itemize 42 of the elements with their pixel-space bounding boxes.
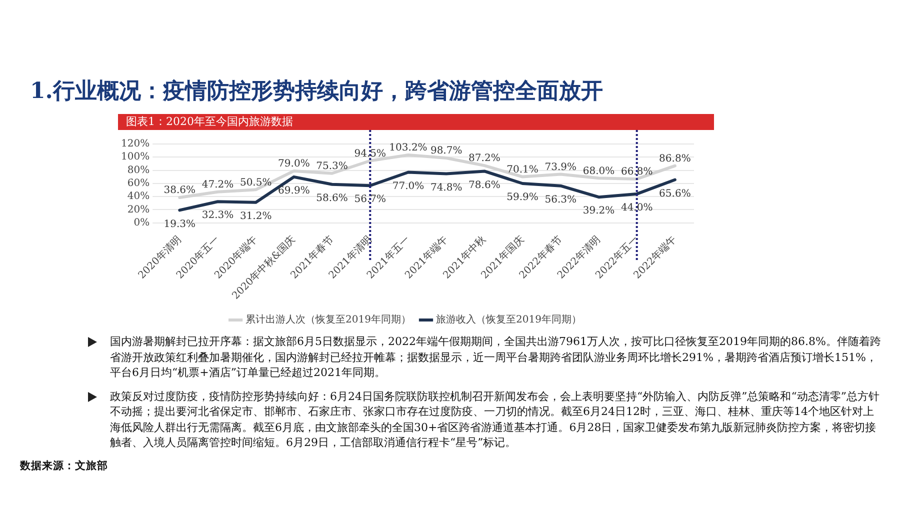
- data-label: 69.9%: [278, 186, 310, 197]
- y-tick-label: 20%: [127, 204, 150, 216]
- y-tick-label: 100%: [120, 152, 150, 163]
- data-label: 87.2%: [468, 153, 500, 164]
- data-label: 77.0%: [392, 180, 424, 192]
- data-label: 19.3%: [164, 218, 196, 230]
- data-label: 94.5%: [354, 148, 386, 160]
- data-label: 78.6%: [468, 180, 500, 191]
- chart-title: 1.行业概况：疫情防控形势持续向好，跨省游管控全面放开: [30, 77, 603, 106]
- data-label: 75.3%: [316, 160, 348, 172]
- data-label: 73.9%: [544, 162, 577, 173]
- y-tick-label: 0%: [134, 217, 150, 228]
- data-label: 58.6%: [316, 192, 348, 204]
- data-label: 44.0%: [620, 202, 653, 214]
- data-label: 65.6%: [659, 188, 691, 200]
- data-label: 56.3%: [544, 194, 577, 206]
- data-label: 86.8%: [659, 153, 691, 164]
- y-tick-label: 120%: [120, 138, 150, 150]
- data-label: 56.7%: [354, 194, 386, 206]
- text: 国内游暑期解封已拉开序幕：据文旅部6月5日数据显示，2022年端午假期期间，全国共出游7961万人次，按可比口径恢复至2019年同期的86.8%。伴随着跨省游开放政策红利叠加暑期催化，国内游解封已经拉开帷幕；据数据显示，近一周平台暑期跨省团队游业务周环比增长291%，暑期跨省酒店预订增长151%，平台6月日均“机票+酒店”订单量已经超过2021年同期。: [110, 335, 881, 379]
- data-label: 31.2%: [240, 210, 272, 222]
- data-label: 66.8%: [620, 166, 653, 178]
- data-label: 70.1%: [506, 164, 538, 176]
- data-label: 47.2%: [202, 179, 234, 190]
- data-label: 50.5%: [240, 177, 272, 188]
- y-tick-label: 40%: [127, 191, 150, 202]
- text: 政策反对过度防疫，疫情防控形势持续向好：6月24日国务院联防联控机制召开新闻发布会，会上表明要坚持“外防输入、内防反弹”总策略和“动态清零”总方针不动摇；提出要河北省保定市、邯郸市、石家庄市、张家口市存在过度防疫、一刀切的情况。截至6月24日12时，三亚、海口、桂林、重庆等14个地区针对上海低风险人群出行无需隔离。截至6月底，由文旅部牵头的全国30+省区跨省游通道基本打通。6月28日，国家卫健委发布第九版新冠肺炎防控方案，将密切接触者、入境人员隔离管控时间缩短。6月29日，工信部取消通信行程卡“星号”标记。: [110, 390, 880, 449]
- data-label: 103.2%: [389, 142, 428, 154]
- legend-label: 累计出游人次（恢复至2019年同期）: [246, 314, 412, 326]
- data-label: 74.8%: [430, 182, 462, 194]
- data-label: 68.0%: [582, 166, 615, 177]
- data-label: 98.7%: [430, 146, 462, 157]
- y-tick-label: 60%: [127, 178, 150, 190]
- data-label: 38.6%: [164, 185, 196, 196]
- data-label: 59.9%: [506, 192, 538, 204]
- data-label: 39.2%: [582, 206, 615, 217]
- source-note: 数据来源：文旅部: [20, 458, 109, 474]
- y-tick-label: 80%: [127, 164, 150, 176]
- chart-subtitle: 图表1：2020年至今国内旅游数据: [118, 114, 714, 130]
- legend-label: 旅游收入（恢复至2019年同期）: [436, 314, 582, 326]
- data-label: 32.3%: [202, 210, 234, 222]
- data-label: 79.0%: [278, 158, 310, 170]
